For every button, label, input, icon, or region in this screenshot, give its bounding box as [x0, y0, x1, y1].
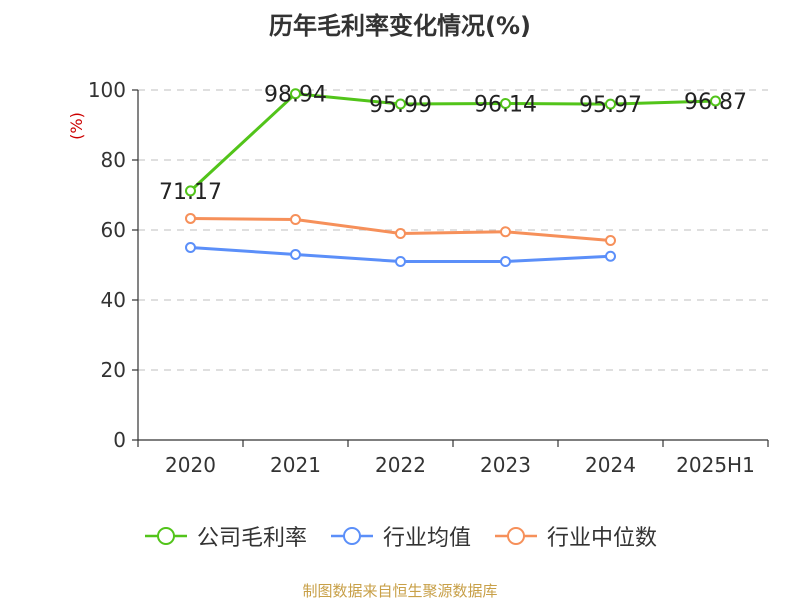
y-tick-label-100: 100: [88, 78, 126, 102]
series-0-point-2021: [290, 88, 301, 100]
series-2-point-2020: [185, 212, 196, 224]
series-0-point-2024: [605, 98, 616, 110]
legend-label-industry-median: 行业中位数: [547, 526, 658, 551]
x-tick-label-2025H1: 2025H1: [676, 453, 755, 477]
legend-swatch-industry-mean-icon: [330, 527, 373, 545]
y-tick-label-80: 80: [101, 148, 126, 172]
legend-item-company[interactable]: 公司毛利率: [143, 520, 307, 552]
y-tick-label-20: 20: [101, 358, 126, 382]
series-2-point-2023: [500, 226, 511, 238]
data-label-2023: 96.14: [474, 93, 537, 118]
series-2-point-2022: [395, 228, 406, 239]
data-label-2025H1: 96.87: [684, 90, 747, 115]
legend-swatch-company-icon: [144, 527, 187, 545]
data-label-2024: 95.97: [579, 93, 642, 118]
x-tick-label-2023: 2023: [480, 453, 531, 477]
series-1-point-2022: [395, 256, 406, 267]
x-tick-label-2020: 2020: [165, 453, 216, 477]
series-0-point-2025H1: [710, 95, 721, 107]
y-tick-label-40: 40: [101, 288, 126, 312]
data-source-note: 制图数据来自恒生聚源数据库: [302, 582, 498, 600]
x-tick-label-2024: 2024: [585, 453, 636, 477]
series-0-point-2023: [500, 98, 511, 110]
data-label-2021: 98.94: [264, 83, 327, 108]
series-1-point-2021: [290, 249, 301, 260]
series-2-point-2021: [290, 214, 301, 225]
legend: 公司毛利率 行业均值 行业中位数: [0, 520, 800, 552]
x-tick-label-2021: 2021: [270, 453, 321, 477]
series-1-point-2024: [605, 250, 616, 262]
legend-label-company: 公司毛利率: [196, 526, 307, 551]
y-tick-label-0: 0: [113, 428, 126, 452]
y-axis-label: (%): [67, 112, 86, 140]
series-0-point-2020: [185, 185, 196, 197]
y-tick-label-60: 60: [101, 218, 126, 242]
series-line-0: [189, 92, 716, 193]
data-label-2020: 71.17: [159, 180, 222, 205]
legend-item-industry-mean[interactable]: 行业均值: [329, 520, 471, 552]
chart-title: 历年毛利率变化情况(%): [269, 12, 531, 40]
data-label-2022: 95.99: [369, 93, 432, 118]
series-0-point-2022: [395, 98, 406, 110]
x-tick-label-2022: 2022: [375, 453, 426, 477]
series-2-point-2024: [605, 235, 616, 246]
series-1-point-2023: [500, 256, 511, 267]
series-1-point-2020: [185, 242, 196, 253]
legend-swatch-industry-median-icon: [495, 527, 537, 545]
legend-label-industry-mean: 行业均值: [382, 526, 471, 551]
legend-item-industry-median[interactable]: 行业中位数: [493, 520, 657, 552]
